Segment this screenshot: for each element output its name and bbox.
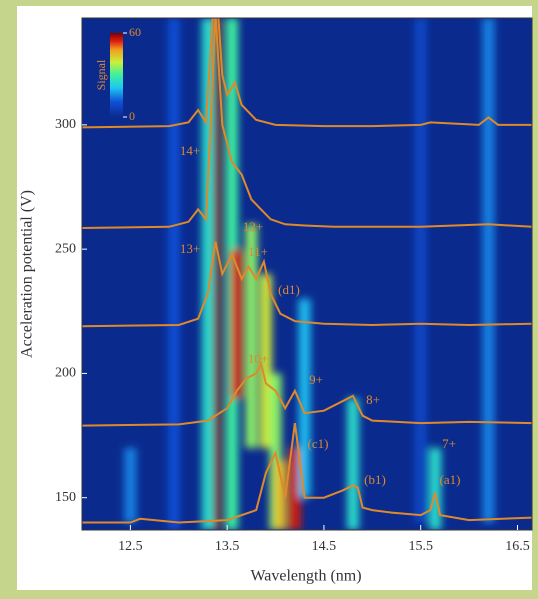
peak-annotation: (b1) bbox=[364, 472, 386, 487]
x-tick-label: 13.5 bbox=[215, 539, 240, 554]
peak-annotation: 9+ bbox=[309, 372, 323, 387]
plot-area bbox=[82, 18, 532, 530]
heatmap-streak bbox=[259, 274, 272, 448]
peak-annotation: 8+ bbox=[366, 392, 380, 407]
x-tick-label: 16.5 bbox=[505, 539, 530, 554]
x-axis-label: Wavelength (nm) bbox=[250, 568, 361, 585]
x-tick-label: 12.5 bbox=[118, 539, 143, 554]
colorbar bbox=[110, 33, 123, 117]
heatmap-streak bbox=[298, 298, 311, 498]
spectrum-line bbox=[82, 18, 532, 129]
y-tick-label: 250 bbox=[55, 241, 76, 256]
peak-annotation: 11+ bbox=[248, 244, 268, 259]
y-tick-label: 200 bbox=[55, 366, 76, 381]
spectrum-line bbox=[82, 422, 532, 524]
heatmap bbox=[124, 18, 495, 530]
heatmap-streak bbox=[429, 447, 442, 530]
x-tick-label: 15.5 bbox=[408, 539, 433, 554]
peak-annotation: 12+ bbox=[243, 219, 263, 234]
spectrum-line bbox=[82, 360, 532, 427]
y-tick-label: 300 bbox=[55, 117, 76, 132]
heatmap-streak bbox=[482, 18, 495, 523]
plot-frame bbox=[81, 17, 533, 531]
heatmap-streak bbox=[245, 224, 258, 448]
peak-annotation: (a1) bbox=[440, 472, 461, 487]
heatmap-streak bbox=[274, 460, 287, 530]
heatmap-streak bbox=[124, 447, 137, 523]
colorbar-tick-label: 60 bbox=[129, 25, 141, 39]
heatmap-streak bbox=[167, 18, 180, 530]
spectrum-line bbox=[82, 241, 532, 328]
peak-annotation: 14+ bbox=[180, 143, 200, 158]
y-tick-label: 150 bbox=[55, 490, 76, 505]
colorbar-tick-label: 0 bbox=[129, 109, 135, 123]
heatmap-streak bbox=[414, 18, 427, 523]
peak-annotation: 7+ bbox=[442, 436, 456, 451]
peak-annotation: 13+ bbox=[180, 241, 200, 256]
peak-annotation: (d1) bbox=[278, 282, 300, 297]
spectrum-line bbox=[82, 18, 532, 229]
y-axis-label: Acceleration potential (V) bbox=[19, 190, 36, 358]
heatmap-streak bbox=[288, 447, 301, 530]
x-tick-label: 14.5 bbox=[312, 539, 337, 554]
heatmap-streak bbox=[230, 249, 243, 399]
peak-annotation: 10+ bbox=[248, 351, 268, 366]
heatmap-streak bbox=[346, 398, 359, 530]
heatmap-streak bbox=[201, 18, 214, 530]
peak-annotation: (c1) bbox=[308, 436, 329, 451]
colorbar-label: Signal bbox=[94, 59, 108, 90]
